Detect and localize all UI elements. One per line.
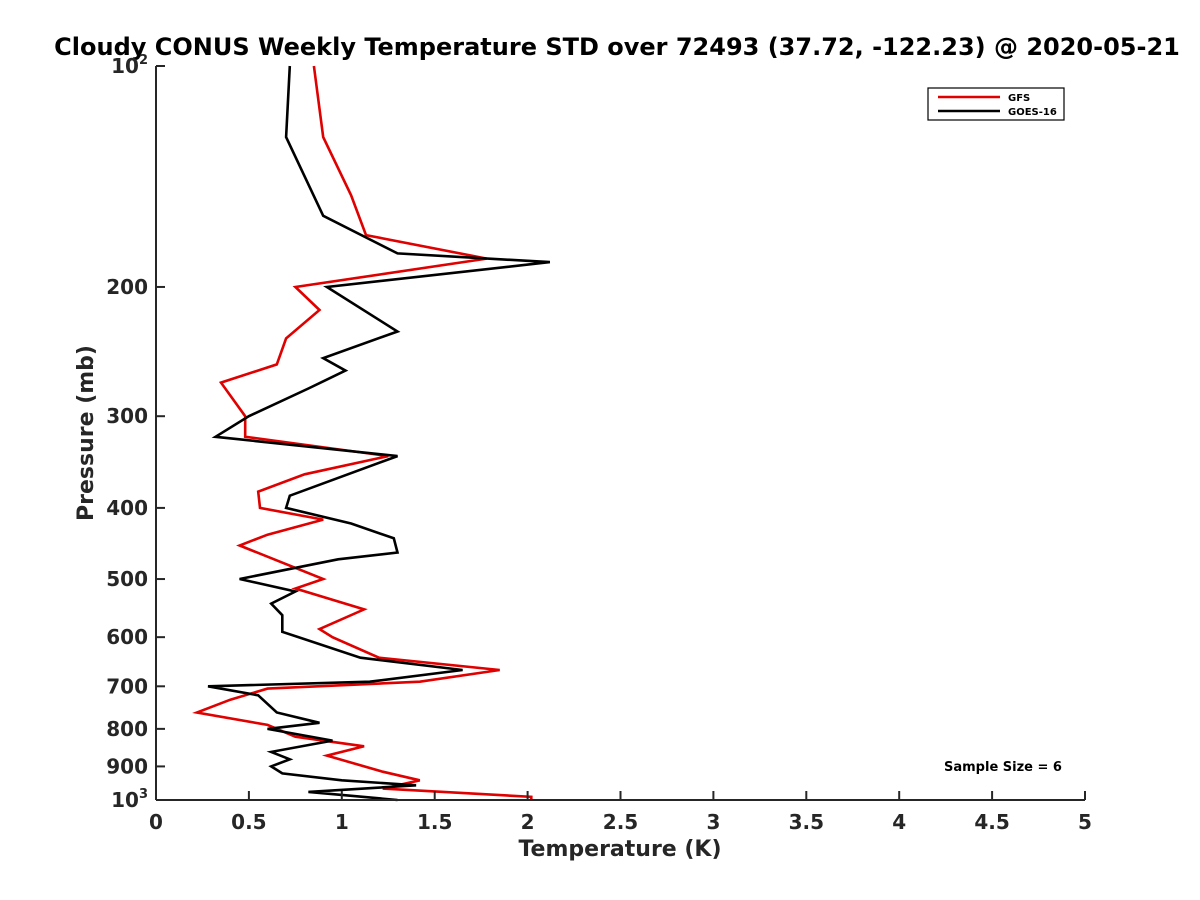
x-tick-label: 0 <box>149 810 163 834</box>
legend-box <box>927 87 1065 121</box>
x-tick-label: 1.5 <box>417 810 452 834</box>
x-tick-label: 4.5 <box>974 810 1009 834</box>
y-tick-label: 600 <box>106 625 148 649</box>
x-axis: 0 0.5 1 1.5 2 2.5 3 3.5 4 4.5 5 <box>149 791 1092 834</box>
y-tick-label: 500 <box>106 567 148 591</box>
x-tick-label: 1 <box>335 810 349 834</box>
x-tick-label: 4 <box>892 810 906 834</box>
series-line-goes-16 <box>207 65 551 802</box>
legend: GFS GOES-16 <box>927 87 1065 121</box>
y-axis: 102 200 300 400 500 600 700 800 900 103 <box>106 53 165 812</box>
x-tick-label: 2 <box>521 810 535 834</box>
x-tick-label: 2.5 <box>603 810 638 834</box>
y-tick-label: 800 <box>106 717 148 741</box>
legend-label-goes-16: GOES-16 <box>1008 107 1057 118</box>
plot-area <box>192 65 551 802</box>
sample-size-annotation: Sample Size = 6 <box>944 760 1062 775</box>
y-tick-label: 300 <box>106 404 148 428</box>
y-tick-label: 102 <box>111 53 148 78</box>
y-tick-label: 103 <box>111 787 148 812</box>
y-tick-label: 200 <box>106 275 148 299</box>
y-tick-label: 400 <box>106 496 148 520</box>
y-tick-label: 900 <box>106 754 148 778</box>
series-line-gfs <box>192 65 533 800</box>
chart-title: Cloudy CONUS Weekly Temperature STD over… <box>54 33 1180 61</box>
x-tick-label: 3.5 <box>789 810 824 834</box>
x-axis-label: Temperature (K) <box>518 837 721 862</box>
x-tick-label: 0.5 <box>231 810 266 834</box>
y-axis-label: Pressure (mb) <box>74 345 99 521</box>
x-tick-label: 3 <box>706 810 720 834</box>
x-tick-label: 5 <box>1078 810 1092 834</box>
legend-label-gfs: GFS <box>1008 93 1030 104</box>
y-tick-label: 700 <box>106 674 148 698</box>
